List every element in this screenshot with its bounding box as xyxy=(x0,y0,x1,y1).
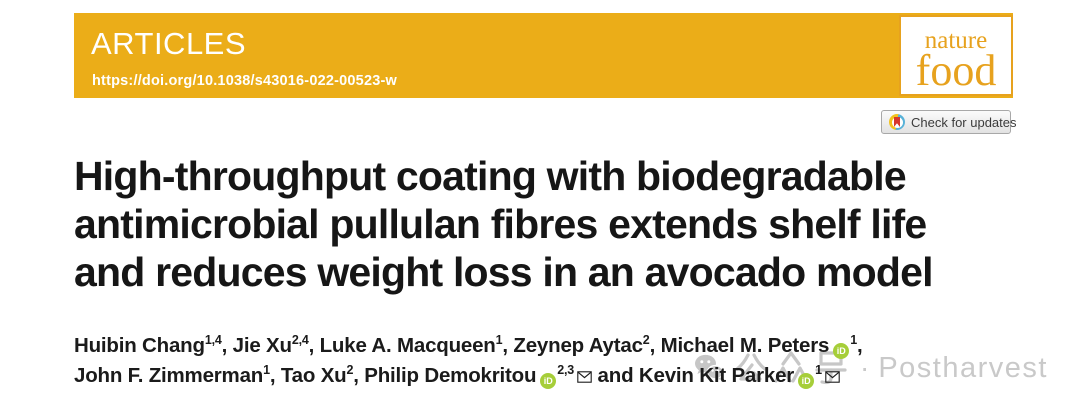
affiliation-superscript: 2 xyxy=(346,363,354,378)
envelope-icon[interactable] xyxy=(825,361,840,391)
author-name: Philip Demokritou xyxy=(364,364,537,387)
author-name: Huibin Chang xyxy=(74,334,205,357)
author-name: John F. Zimmerman xyxy=(74,364,264,387)
article-title: High-throughput coating with biodegradab… xyxy=(74,152,974,296)
author-list: Huibin Chang1,4, Jie Xu2,4, Luke A. Macq… xyxy=(74,331,974,391)
author-name: Michael M. Peters xyxy=(660,334,830,357)
affiliation-superscript: 1 xyxy=(815,363,822,378)
author-line-1: Huibin Chang1,4, Jie Xu2,4, Luke A. Macq… xyxy=(74,333,863,359)
article-category: ARTICLES xyxy=(91,26,247,61)
bookmark-icon xyxy=(894,117,900,127)
author-line-2: John F. Zimmerman1, Tao Xu2, Philip Demo… xyxy=(74,361,974,391)
logo-word-nature: nature xyxy=(924,27,988,54)
author-name: Luke A. Macqueen xyxy=(319,334,496,357)
doi-link[interactable]: https://doi.org/10.1038/s43016-022-00523… xyxy=(92,73,397,89)
orcid-icon[interactable]: iD xyxy=(798,373,815,389)
check-badge-label: Check for updates xyxy=(911,114,1017,130)
author-name: Jie Xu xyxy=(232,334,292,357)
orcid-icon[interactable]: iD xyxy=(833,343,850,359)
affiliation-superscript: 1 xyxy=(263,363,270,378)
affiliation-superscript: 2,3 xyxy=(557,363,575,378)
affiliation-superscript: 2 xyxy=(642,333,650,348)
affiliation-superscript: 1,4 xyxy=(204,333,222,348)
journal-banner: ARTICLES https://doi.org/10.1038/s43016-… xyxy=(74,13,1013,98)
title-line-1: High-throughput coating with biodegradab… xyxy=(74,153,907,199)
envelope-icon[interactable] xyxy=(577,361,592,391)
affiliation-superscript: 1 xyxy=(850,333,857,348)
logo-word-food: food xyxy=(915,46,997,95)
title-line-3: and reduces weight loss in an avocado mo… xyxy=(74,249,934,295)
author-name: Zeynep Aytac xyxy=(513,334,643,357)
crossmark-icon xyxy=(889,114,905,130)
affiliation-superscript: 1 xyxy=(495,333,503,348)
author-name: Tao Xu xyxy=(280,364,347,387)
title-line-2: antimicrobial pullulan fibres extends sh… xyxy=(74,201,927,247)
nature-food-logo: nature food xyxy=(899,15,1013,96)
orcid-icon[interactable]: iD xyxy=(540,373,557,389)
author-name: Kevin Kit Parker xyxy=(638,364,795,387)
check-for-updates-button[interactable]: Check for updates xyxy=(881,110,1017,134)
affiliation-superscript: 2,4 xyxy=(291,333,309,348)
